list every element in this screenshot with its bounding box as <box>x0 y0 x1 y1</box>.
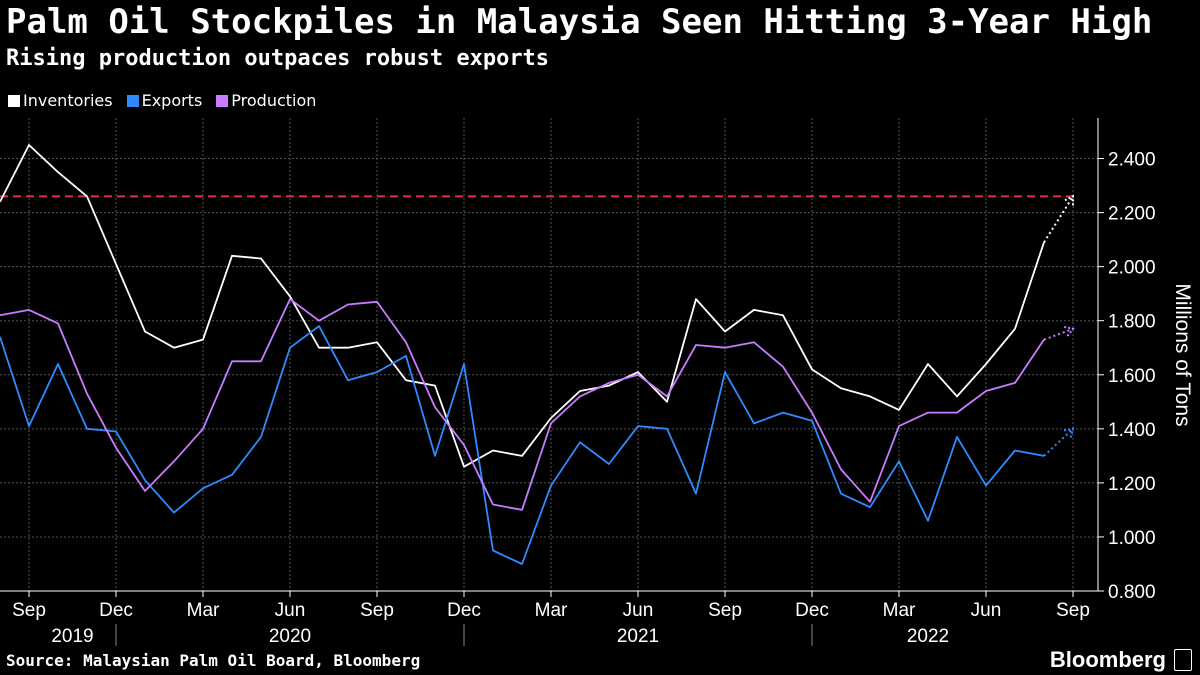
legend-swatch-production <box>216 94 229 107</box>
x-year-label: 2019 <box>51 626 93 647</box>
x-year-label: 2022 <box>907 626 949 647</box>
legend-item-production: Production <box>216 91 316 110</box>
x-tick-label: Dec <box>99 600 133 621</box>
chart-title: Palm Oil Stockpiles in Malaysia Seen Hit… <box>6 2 1153 42</box>
x-year-label: 2020 <box>269 626 311 647</box>
legend-swatch-exports <box>126 94 139 107</box>
brand-name: Bloomberg <box>1049 647 1166 672</box>
forecast-arrowhead-production <box>1063 325 1075 337</box>
x-tick-label: Mar <box>535 600 568 621</box>
y-axis-title: Millions of Tons <box>1171 283 1194 426</box>
y-tick-label: 0.800 <box>1108 582 1156 603</box>
y-tick-label: 2.000 <box>1108 258 1156 279</box>
x-tick-label: Mar <box>883 600 916 621</box>
forecast-line-production <box>1043 327 1074 341</box>
forecast-line-exports <box>1043 428 1074 457</box>
x-tick-label: Sep <box>708 600 742 621</box>
bloomberg-logo-icon <box>1174 649 1192 671</box>
x-tick-label: Sep <box>360 600 394 621</box>
legend-label-exports: Exports <box>141 91 203 110</box>
y-tick-label: 1.800 <box>1108 312 1156 333</box>
x-tick-label: Jun <box>275 600 306 621</box>
x-tick-label: Sep <box>12 600 46 621</box>
forecast-line-inventories <box>1043 195 1074 243</box>
x-tick-label: Jun <box>623 600 654 621</box>
y-tick-label: 1.600 <box>1108 366 1156 387</box>
y-tick-label: 2.200 <box>1108 204 1156 225</box>
legend-swatch-inventories <box>8 94 20 107</box>
y-tick-label: 1.200 <box>1108 474 1156 495</box>
x-tick-label: Dec <box>447 600 481 621</box>
x-tick-label: Dec <box>795 600 829 621</box>
legend-item-exports: Exports <box>126 91 203 110</box>
x-tick-label: Mar <box>187 600 220 621</box>
source-note: Source: Malaysian Palm Oil Board, Bloomb… <box>6 651 421 670</box>
legend-label-inventories: Inventories <box>23 91 113 110</box>
series-line-production <box>0 298 1045 511</box>
legend: Inventories Exports Production <box>8 91 316 110</box>
chart-subtitle: Rising production outpaces robust export… <box>6 46 550 71</box>
x-tick-label: Jun <box>971 600 1002 621</box>
y-tick-label: 1.000 <box>1108 528 1156 549</box>
y-tick-label: 1.400 <box>1108 420 1156 441</box>
y-tick-label: 2.400 <box>1108 150 1156 171</box>
series-line-exports <box>0 325 1045 565</box>
x-tick-label: Sep <box>1056 600 1090 621</box>
x-year-label: 2021 <box>617 626 659 647</box>
legend-label-production: Production <box>231 91 317 110</box>
forecast-arrowhead-inventories <box>1064 194 1075 206</box>
brand: Bloomberg <box>1050 647 1192 673</box>
series-line-inventories <box>0 144 1045 468</box>
legend-item-inventories: Inventories <box>8 91 113 110</box>
forecast-arrowhead-exports <box>1063 427 1075 438</box>
